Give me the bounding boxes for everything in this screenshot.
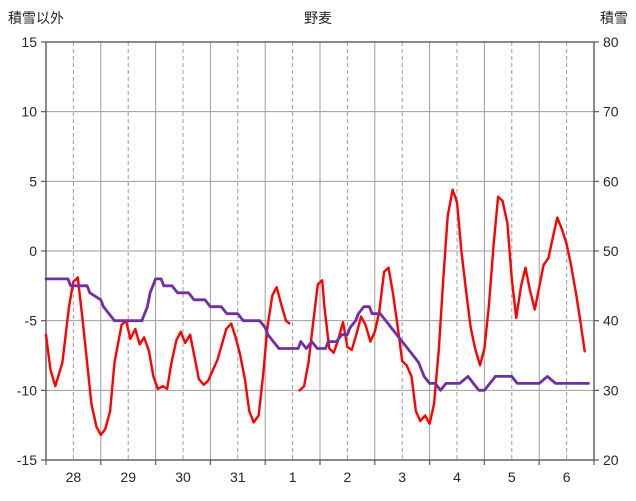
x-axis-tick-label: 2 — [344, 469, 352, 485]
right-axis-tick-label: 40 — [603, 313, 619, 329]
right-axis-tick-label: 60 — [603, 173, 619, 189]
x-axis-tick-label: 31 — [230, 469, 246, 485]
right-axis-tick-label: 50 — [603, 243, 619, 259]
right-axis-title: 積雪 — [600, 10, 628, 26]
left-axis-tick-label: -5 — [25, 313, 38, 329]
x-axis-tick-label: 29 — [120, 469, 136, 485]
left-axis-tick-label: 15 — [21, 34, 37, 50]
left-axis-tick-label: -15 — [17, 452, 37, 468]
left-axis-title: 積雪以外 — [8, 10, 64, 26]
x-axis-tick-label: 3 — [398, 469, 406, 485]
right-axis-tick-label: 70 — [603, 104, 619, 120]
right-axis-tick-label: 30 — [603, 382, 619, 398]
x-axis-tick-label: 5 — [508, 469, 516, 485]
left-axis-tick-label: -10 — [17, 382, 37, 398]
x-axis-tick-label: 6 — [563, 469, 571, 485]
left-axis-tick-label: 0 — [29, 243, 37, 259]
series-line-temperature — [44, 188, 586, 437]
left-axis-tick-label: 5 — [29, 173, 37, 189]
x-axis-tick-label: 28 — [66, 469, 82, 485]
series-line-snow — [44, 277, 590, 392]
chart-title: 野麦 — [304, 10, 332, 26]
x-axis-tick-label: 30 — [175, 469, 191, 485]
x-axis-tick-label: 1 — [289, 469, 297, 485]
x-axis-tick-label: 4 — [453, 469, 461, 485]
left-axis-tick-label: 10 — [21, 104, 37, 120]
right-axis-tick-label: 80 — [603, 34, 619, 50]
right-axis-tick-label: 20 — [603, 452, 619, 468]
